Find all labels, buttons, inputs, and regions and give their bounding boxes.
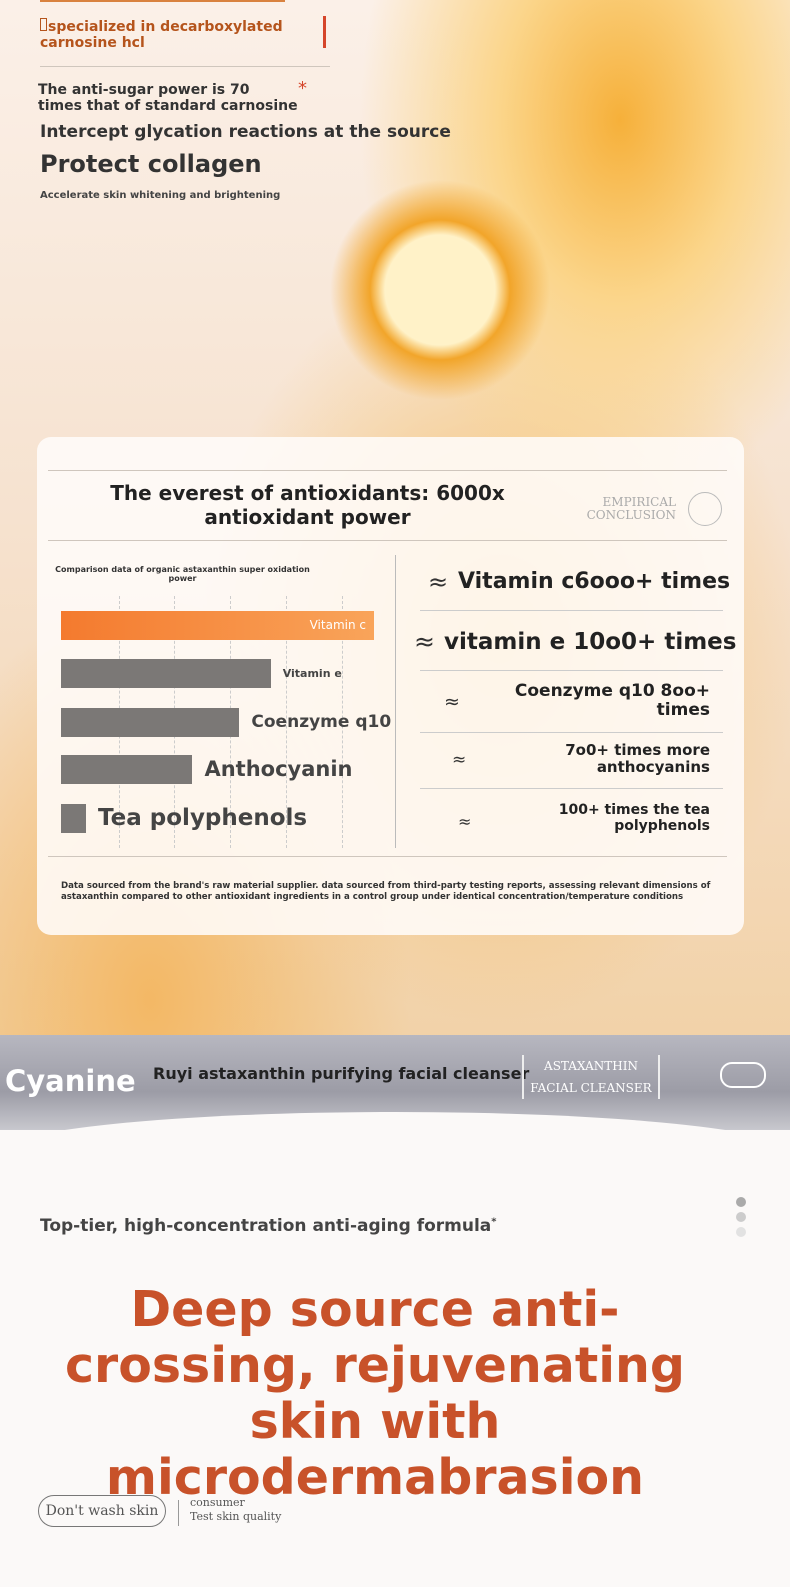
note-line: consumer (190, 1496, 245, 1509)
comparison-text: Coenzyme q10 8oo+ times (514, 681, 710, 720)
badge: EMPIRICAL CONCLUSION (580, 496, 676, 522)
dot (736, 1227, 746, 1237)
tag-text: specialized in decarboxylated carnosine … (40, 19, 283, 51)
divider (178, 1500, 179, 1526)
note-line: Test skin quality (190, 1510, 282, 1523)
footnote: Data sourced from the brand's raw materi… (61, 881, 711, 902)
grid-line (342, 596, 343, 848)
subtitle-text: Top-tier, high-concentration anti-aging … (40, 1216, 492, 1236)
badge: ASTAXANTHIN FACIAL CLEANSER (522, 1055, 660, 1099)
rule (420, 732, 723, 733)
rule (420, 670, 723, 671)
approx-symbol: ≈ (428, 568, 449, 596)
rule (40, 0, 285, 2)
tag: specialized in decarboxylated carnosine … (40, 18, 320, 51)
comparison-text: vitamin e 10o0+ times (444, 629, 737, 655)
comparison-text: Vitamin c6ooo+ times (458, 569, 731, 594)
divider (395, 555, 396, 848)
pill: Don't wash skin (38, 1495, 166, 1527)
asterisk: * (298, 78, 307, 99)
headline: Deep source anti-crossing, rejuvenating … (64, 1281, 685, 1506)
claim: The anti-sugar power is 70 times that of… (38, 82, 298, 114)
note: consumer Test skin quality (190, 1496, 281, 1524)
rule (48, 470, 727, 471)
product-name: Ruyi astaxanthin purifying facial cleans… (153, 1064, 530, 1083)
bar (61, 708, 240, 737)
comparison-text: 100+ times the tea polyphenols (558, 802, 710, 834)
dot (736, 1197, 746, 1207)
approx-symbol: ≈ (458, 812, 472, 831)
bracket (323, 16, 326, 48)
cloud-icon (720, 1062, 766, 1088)
rule (48, 856, 727, 857)
badge-line: FACIAL CLEANSER (530, 1081, 652, 1095)
asterisk: * (491, 1216, 497, 1228)
approx-symbol: ≈ (414, 627, 435, 656)
badge-line: EMPIRICAL (602, 495, 676, 509)
bar (61, 755, 193, 784)
bar-label: Coenzyme q10 (251, 712, 392, 732)
bar (61, 659, 271, 688)
bar-label: Anthocyanin (204, 757, 353, 781)
rule (420, 610, 723, 611)
rule (420, 788, 723, 789)
bar (61, 804, 87, 833)
approx-symbol: ≈ (452, 750, 467, 770)
badge-line: CONCLUSION (586, 508, 676, 522)
comparison-text: 7o0+ times more anthocyanins (565, 741, 710, 776)
headline: Protect collagen (40, 150, 262, 178)
chart: Vitamin c Vitamin e Coenzyme q10 Anthocyani… (61, 568, 737, 848)
rule (48, 540, 727, 541)
glyph-box (40, 18, 47, 31)
bar-label: Tea polyphenols (98, 805, 308, 831)
chart-title: Comparison data of organic astaxanthin s… (55, 565, 310, 583)
brand: Cyanine (5, 1064, 136, 1098)
badge-line: ASTAXANTHIN (544, 1059, 638, 1073)
approx-symbol: ≈ (444, 691, 460, 713)
bar-label: Vitamin e (282, 667, 342, 680)
subline: Accelerate skin whitening and brightenin… (40, 190, 281, 201)
card-title: The everest of antioxidants: 6000x antio… (110, 481, 505, 529)
rule (40, 66, 330, 67)
bar (61, 611, 374, 640)
dna-icon (688, 492, 722, 526)
headline: Intercept glycation reactions at the sou… (40, 122, 451, 142)
dot (736, 1212, 746, 1222)
bar-label: Vitamin c (309, 618, 366, 632)
subtitle: Top-tier, high-concentration anti-aging … (40, 1216, 497, 1236)
grid-line (286, 596, 287, 848)
